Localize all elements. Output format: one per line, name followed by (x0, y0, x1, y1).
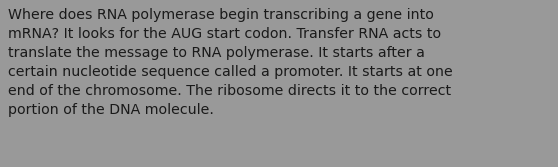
Text: Where does RNA polymerase begin transcribing a gene into
mRNA? It looks for the : Where does RNA polymerase begin transcri… (8, 8, 453, 117)
